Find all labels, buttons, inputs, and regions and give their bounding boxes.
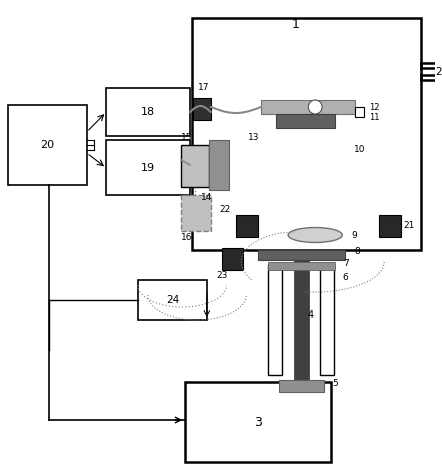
- Text: 5: 5: [332, 379, 338, 388]
- Text: 3: 3: [254, 415, 262, 429]
- Text: 21: 21: [403, 220, 415, 229]
- Bar: [379, 215, 401, 237]
- Text: 12: 12: [370, 103, 380, 112]
- Bar: [181, 145, 209, 187]
- Ellipse shape: [288, 228, 342, 243]
- Bar: [261, 100, 354, 114]
- Bar: [258, 250, 345, 260]
- Bar: [209, 140, 229, 190]
- Bar: [236, 215, 258, 237]
- Bar: [192, 18, 421, 250]
- Bar: [8, 105, 87, 185]
- Text: 24: 24: [166, 295, 179, 305]
- Text: 2: 2: [435, 67, 442, 77]
- Text: 10: 10: [354, 145, 365, 154]
- Text: 4: 4: [307, 310, 313, 320]
- Bar: [181, 195, 211, 231]
- Bar: [276, 114, 335, 128]
- Bar: [107, 88, 190, 136]
- Bar: [293, 250, 309, 380]
- Text: 13: 13: [248, 134, 260, 143]
- Text: 15: 15: [181, 134, 193, 143]
- Bar: [138, 280, 207, 320]
- Bar: [185, 382, 331, 462]
- Text: 20: 20: [40, 140, 54, 150]
- Text: 6: 6: [343, 273, 349, 283]
- Text: 16: 16: [181, 234, 193, 243]
- Text: 18: 18: [141, 107, 155, 117]
- Text: 19: 19: [141, 163, 155, 173]
- Text: 11: 11: [370, 113, 380, 123]
- Bar: [268, 262, 335, 270]
- Bar: [268, 265, 282, 375]
- Text: 1: 1: [292, 18, 299, 32]
- Bar: [193, 98, 211, 120]
- Text: 9: 9: [352, 230, 358, 239]
- Text: 23: 23: [216, 270, 227, 279]
- Text: 7: 7: [343, 260, 349, 269]
- Bar: [320, 265, 334, 375]
- Bar: [221, 248, 243, 270]
- Text: 14: 14: [201, 193, 213, 202]
- Bar: [354, 107, 365, 117]
- Text: 22: 22: [219, 205, 230, 214]
- Circle shape: [309, 100, 322, 114]
- Text: 17: 17: [198, 84, 210, 93]
- Bar: [279, 380, 324, 392]
- Text: 8: 8: [354, 247, 360, 256]
- Bar: [107, 140, 190, 195]
